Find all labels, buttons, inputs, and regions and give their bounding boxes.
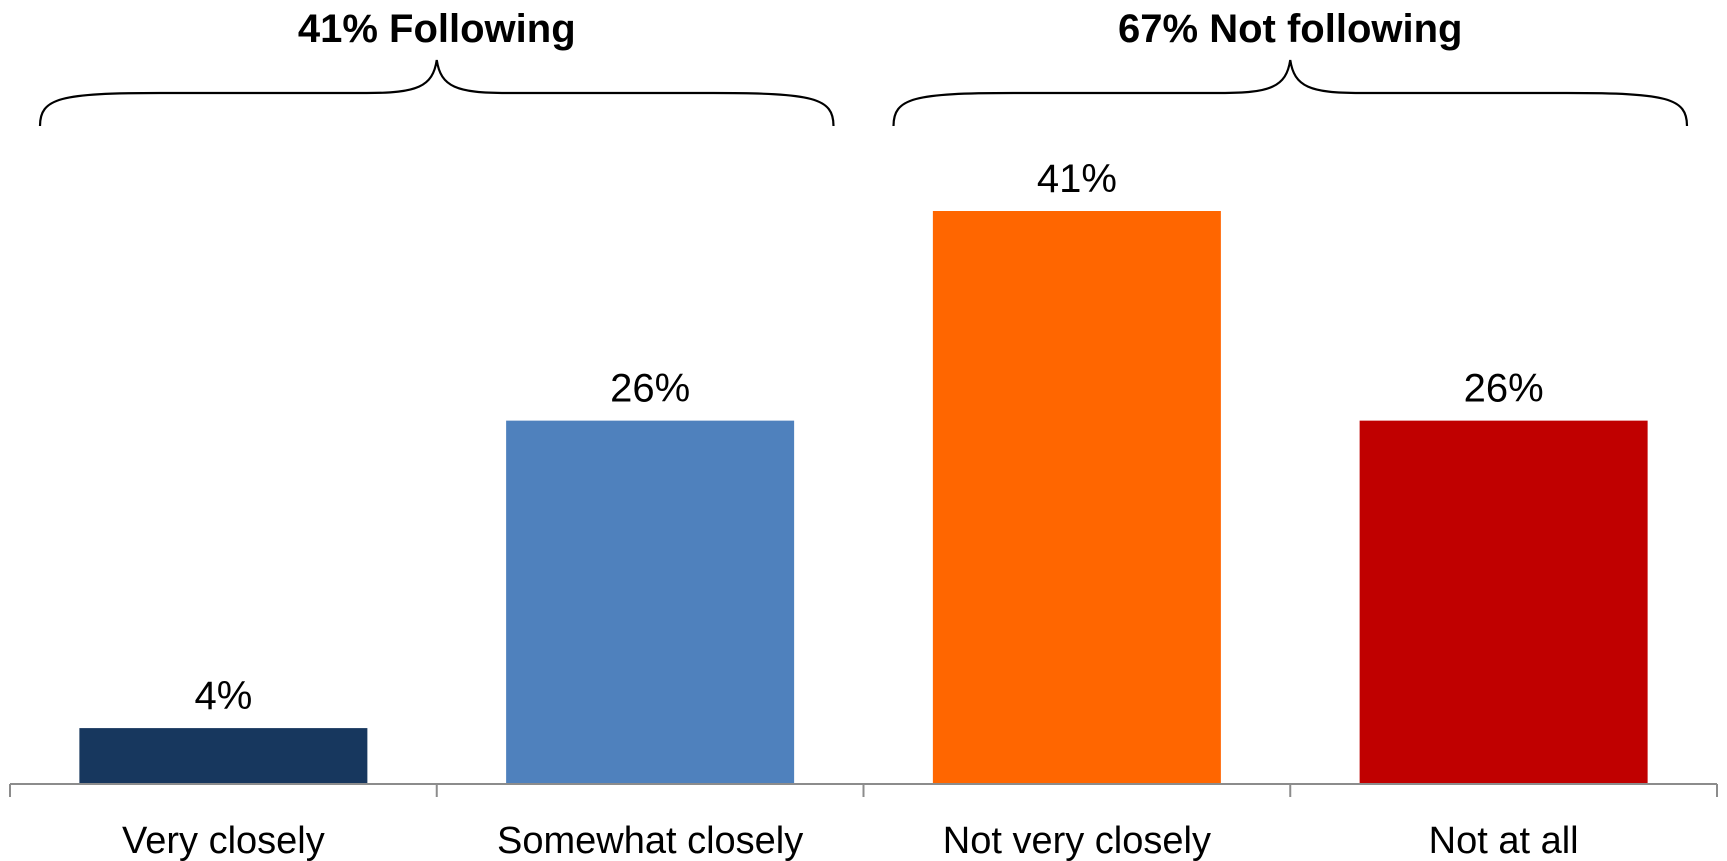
bars <box>79 211 1648 784</box>
category-label-not-very-closely: Not very closely <box>943 820 1211 861</box>
value-label-not-at-all: 26% <box>1464 367 1544 411</box>
group-brace-1 <box>38 59 835 127</box>
bar-not-very-closely <box>932 211 1221 784</box>
value-label-somewhat-closely: 26% <box>610 367 690 411</box>
bar-very-closely <box>79 728 368 784</box>
x-axis <box>9 783 1718 797</box>
category-label-not-at-all: Not at all <box>1429 820 1579 861</box>
group-title-2: 67% Not following <box>1118 7 1462 51</box>
value-label-very-closely: 4% <box>194 674 252 718</box>
bar-somewhat-closely <box>506 420 795 784</box>
group-braces: 41% Following 67% Not following <box>38 7 1689 127</box>
bar-not-at-all <box>1359 420 1648 784</box>
group-brace-2 <box>892 59 1689 127</box>
group-title-1: 41% Following <box>298 7 576 51</box>
category-label-somewhat-closely: Somewhat closely <box>497 820 803 861</box>
labels: 4% Very closely 26% Somewhat closely 41% Not … <box>122 157 1579 861</box>
value-label-not-very-closely: 41% <box>1037 157 1117 201</box>
category-label-very-closely: Very closely <box>122 820 325 861</box>
